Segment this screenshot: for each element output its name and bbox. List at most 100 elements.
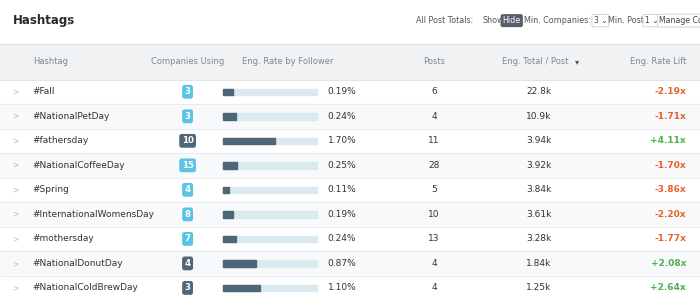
Text: 22.8k: 22.8k <box>526 87 552 96</box>
Text: 0.24%: 0.24% <box>328 234 356 243</box>
Text: 0.19%: 0.19% <box>328 87 356 96</box>
Text: 4: 4 <box>431 112 437 121</box>
Text: +4.11x: +4.11x <box>650 136 686 145</box>
Text: #Spring: #Spring <box>32 185 69 194</box>
Text: -1.77x: -1.77x <box>654 234 686 243</box>
Bar <box>223 138 274 144</box>
Text: Min. Companies:: Min. Companies: <box>524 16 591 25</box>
Bar <box>223 187 229 193</box>
Text: ▾: ▾ <box>575 57 580 66</box>
Text: 10: 10 <box>182 136 193 145</box>
Text: Min. Posts:: Min. Posts: <box>608 16 650 25</box>
Text: 0.25%: 0.25% <box>328 161 356 170</box>
Bar <box>0 178 700 202</box>
Text: 4: 4 <box>185 259 190 268</box>
Text: >: > <box>13 185 19 194</box>
Bar <box>0 227 700 251</box>
Text: #InternationalWomensDay: #InternationalWomensDay <box>32 210 154 219</box>
Bar <box>223 260 317 267</box>
Text: >: > <box>13 283 19 292</box>
Text: #NationalCoffeeDay: #NationalCoffeeDay <box>32 161 125 170</box>
Text: 0.19%: 0.19% <box>328 210 356 219</box>
Text: Eng. Total / Post: Eng. Total / Post <box>503 57 568 66</box>
Text: Hashtags: Hashtags <box>13 14 75 27</box>
Bar <box>223 260 256 267</box>
Text: 10: 10 <box>428 210 440 219</box>
Text: 3: 3 <box>185 112 190 121</box>
Bar <box>223 162 237 169</box>
Text: 13: 13 <box>428 234 440 243</box>
Text: 0.87%: 0.87% <box>328 259 356 268</box>
Text: 8: 8 <box>185 210 190 219</box>
Bar <box>223 113 317 120</box>
Text: -3.86x: -3.86x <box>654 185 686 194</box>
Text: ⓘ: ⓘ <box>65 16 70 25</box>
Bar <box>223 211 233 218</box>
Text: Show: Show <box>483 16 505 25</box>
Text: 4: 4 <box>431 283 437 292</box>
Text: All Post Totals:: All Post Totals: <box>416 16 474 25</box>
Bar <box>223 236 317 242</box>
Text: #NationalPetDay: #NationalPetDay <box>32 112 110 121</box>
Text: 3.61k: 3.61k <box>526 210 552 219</box>
Text: -1.70x: -1.70x <box>654 161 686 170</box>
Text: -2.19x: -2.19x <box>654 87 686 96</box>
Bar <box>223 89 233 95</box>
Bar <box>0 129 700 153</box>
Text: #Fall: #Fall <box>32 87 55 96</box>
Text: Eng. Rate Lift: Eng. Rate Lift <box>629 57 686 66</box>
Bar <box>223 113 236 120</box>
Text: 28: 28 <box>428 161 440 170</box>
Text: -1.71x: -1.71x <box>654 112 686 121</box>
Text: 6: 6 <box>431 87 437 96</box>
Text: Eng. Rate by Follower: Eng. Rate by Follower <box>241 57 333 66</box>
Text: Companies Using: Companies Using <box>151 57 224 66</box>
Text: 1.84k: 1.84k <box>526 259 552 268</box>
Bar <box>223 285 317 291</box>
Text: +2.08x: +2.08x <box>650 259 686 268</box>
Text: #NationalColdBrewDay: #NationalColdBrewDay <box>32 283 138 292</box>
Bar <box>0 0 700 44</box>
Text: 3.28k: 3.28k <box>526 234 552 243</box>
Text: 0.11%: 0.11% <box>328 185 356 194</box>
Bar <box>223 211 317 218</box>
Bar <box>223 236 236 242</box>
Text: 1.70%: 1.70% <box>328 136 356 145</box>
Bar <box>0 104 700 129</box>
Bar <box>0 44 700 80</box>
Text: 3.92k: 3.92k <box>526 161 552 170</box>
Text: 3: 3 <box>185 283 190 292</box>
Text: >: > <box>13 136 19 145</box>
Bar <box>223 285 260 291</box>
Text: Hashtag: Hashtag <box>34 57 69 66</box>
Text: Posts: Posts <box>423 57 445 66</box>
Text: 1.25k: 1.25k <box>526 283 552 292</box>
Text: 1.10%: 1.10% <box>328 283 356 292</box>
Text: 3: 3 <box>185 87 190 96</box>
Bar <box>0 276 700 299</box>
Bar <box>223 138 317 144</box>
Text: 0.24%: 0.24% <box>328 112 356 121</box>
Text: Hide: Hide <box>503 16 521 25</box>
Text: >: > <box>13 112 19 121</box>
Bar <box>0 202 700 227</box>
Bar <box>223 187 317 193</box>
Text: 4: 4 <box>185 185 190 194</box>
Text: >: > <box>13 161 19 170</box>
Bar <box>223 89 317 95</box>
Text: >: > <box>13 87 19 96</box>
Text: #fathersday: #fathersday <box>32 136 88 145</box>
Bar <box>223 162 317 169</box>
Text: 3 ⌄: 3 ⌄ <box>594 16 607 25</box>
Text: -2.20x: -2.20x <box>654 210 686 219</box>
Text: Manage Columns...: Manage Columns... <box>659 16 700 25</box>
Text: 7: 7 <box>185 234 190 243</box>
Text: >: > <box>13 210 19 219</box>
Text: 15: 15 <box>182 161 193 170</box>
Text: #NationalDonutDay: #NationalDonutDay <box>32 259 122 268</box>
Text: #mothersday: #mothersday <box>32 234 94 243</box>
Bar <box>0 153 700 178</box>
Text: 11: 11 <box>428 136 440 145</box>
Bar <box>0 251 700 276</box>
Bar <box>0 80 700 104</box>
